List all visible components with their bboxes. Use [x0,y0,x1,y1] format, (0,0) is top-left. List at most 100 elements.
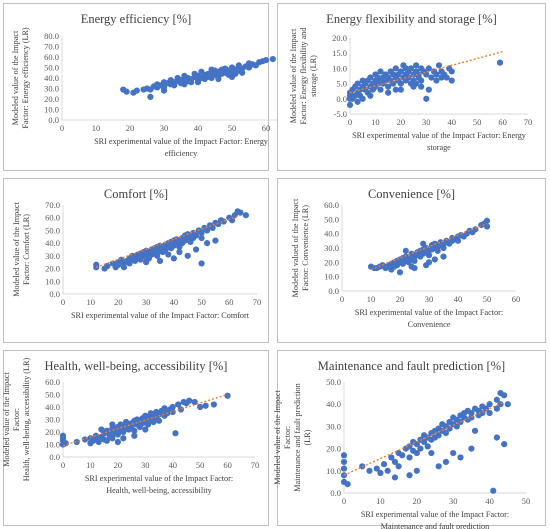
x-tick-label: 60 [262,123,271,133]
data-point [154,252,161,259]
x-tick-label: 50 [196,460,205,470]
data-point [413,80,420,87]
data-point [202,402,209,409]
data-point [450,449,457,457]
y-tick-label: 60.0 [45,213,60,223]
data-point [501,441,508,448]
x-tick-label: 10 [376,496,385,506]
data-point [454,237,462,244]
y-tick-label: 10.0 [45,440,60,450]
data-point [367,92,374,99]
data-point [420,438,428,446]
data-point [399,452,406,459]
x-tick-label: 0 [60,123,64,133]
y-axis-label: Factor: Convenience (LR) [301,205,310,291]
data-point [425,65,432,72]
data-point [204,227,211,234]
data-point [391,474,399,481]
data-point [443,74,450,81]
data-point [388,454,395,461]
data-point [431,256,438,263]
y-tick-label: 70.0 [45,200,60,210]
data-point [390,80,397,87]
data-point [143,259,150,266]
data-point [433,71,440,78]
x-tick-label: 70 [253,297,262,307]
data-point [340,458,348,466]
x-tick-label: 30 [160,123,169,133]
data-point [346,101,354,108]
data-point [385,89,392,96]
data-point [418,77,425,84]
data-point [197,403,204,411]
data-point [377,86,384,93]
x-tick-label: 10 [92,123,101,133]
data-point [468,445,475,452]
data-point [366,467,373,474]
data-point [453,423,460,430]
y-tick-label: 40.0 [45,238,60,248]
data-point [147,93,154,100]
panel-border [277,350,546,526]
data-point [417,445,424,452]
data-point [120,435,127,442]
data-point [486,409,493,417]
x-tick-label: 20 [396,294,405,304]
data-point [496,59,504,66]
data-point [228,217,236,224]
chart-panel-3: Comfort [%] 0 10 20 30 40 50 60 70 0.0 10.0 20.0 30.… [3,178,269,343]
y-tick-label: 60.0 [45,377,60,387]
y-axis-label: Modeled value of the Impact [11,30,20,125]
x-axis-label: Health, well-being, accessibility [106,486,212,495]
data-point [397,68,404,75]
data-point [171,82,178,89]
data-point [406,472,413,479]
data-point [486,401,493,408]
y-tick-label: 30.0 [324,243,339,253]
x-axis-label: SRI experimental value of the Impact Fac… [352,131,527,140]
x-tick-label: 60 [223,460,232,470]
data-point [442,458,450,466]
y-tick-label: 5.0 [336,79,347,89]
data-point [224,392,231,399]
y-tick-label: 60.0 [44,52,59,62]
x-axis-label: SRI experimental value of the Impact Fac… [71,311,250,320]
y-tick-label: 10.0 [324,272,339,282]
data-point [402,247,409,254]
data-point [142,426,149,433]
data-point [424,443,431,450]
data-point [186,397,193,404]
y-tick-label: 50.0 [45,225,60,235]
data-point [156,257,164,265]
data-point [165,251,172,258]
data-point [423,95,430,102]
data-point [120,428,127,436]
x-tick-label: 20 [126,123,135,133]
data-point [155,417,163,424]
y-axis-label: Maintenance and fault prediction [293,383,302,491]
data-point [359,95,366,102]
y-axis-label: Factor: [283,426,292,449]
data-point [411,257,418,264]
x-tick-label: 70 [251,460,260,470]
data-point [440,253,447,260]
data-point [471,427,479,434]
data-point [413,441,420,448]
data-point [103,437,110,444]
data-point [384,467,391,474]
data-point [144,421,152,428]
data-point [493,434,500,441]
y-tick-label: 0.0 [48,115,59,125]
chart-panel-6: Maintenance and fault prediction [%] 0 10 2… [273,350,546,529]
y-axis-label: Modeled value of the Impact [12,201,21,296]
data-point [413,467,420,474]
trendline [370,222,488,271]
x-tick-label: 20 [413,496,422,506]
data-point [457,454,464,461]
x-tick-label: 30 [425,294,434,304]
data-point [392,65,399,72]
data-point [397,80,404,87]
y-tick-label: 10.0 [44,105,59,115]
y-tick-label: 30.0 [44,84,59,94]
data-point [493,396,500,403]
